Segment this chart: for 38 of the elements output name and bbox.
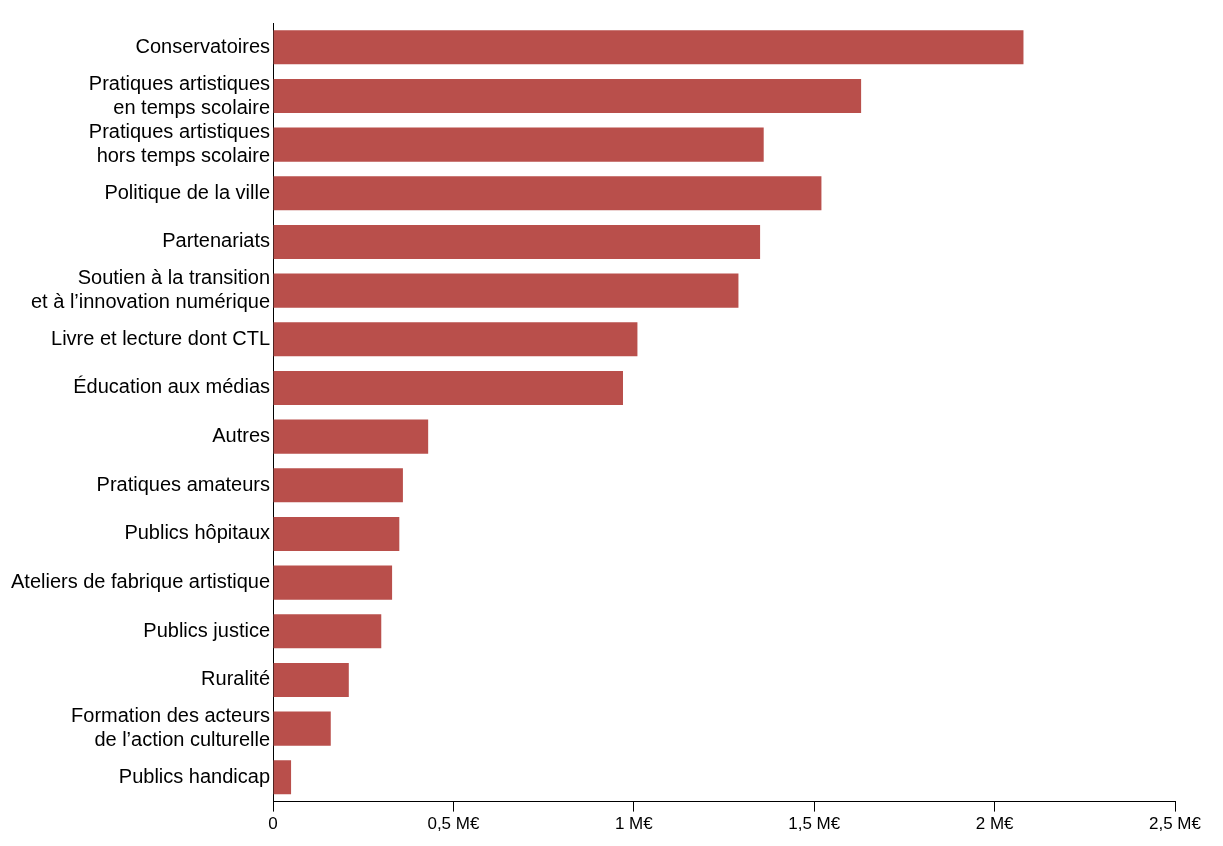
y-tick-label: Pratiques artistiques hors temps scolaire xyxy=(88,120,271,167)
y-tick-label: Partenariats xyxy=(162,229,271,252)
bar xyxy=(273,419,429,454)
y-tick-label: Politique de la ville xyxy=(104,180,271,203)
y-tick-label: Autres xyxy=(212,424,271,447)
bar xyxy=(273,30,1024,65)
y-tick-label: Soutien à la transition et à l’innovation numérique xyxy=(30,266,271,313)
bar xyxy=(273,273,739,308)
bar xyxy=(273,127,764,162)
bar xyxy=(273,370,623,405)
x-tick-label: 1,5 M€ xyxy=(788,814,841,834)
y-tick-label: Livre et lecture dont CTL xyxy=(51,326,271,349)
bar xyxy=(273,662,349,697)
bar xyxy=(273,176,822,211)
bar xyxy=(273,711,331,746)
bar xyxy=(273,516,400,551)
y-tick-label: Publics justice xyxy=(143,618,271,641)
y-tick-label: Formation des acteurs de l’action culturelle xyxy=(71,704,271,751)
x-tick-label: 1 M€ xyxy=(614,814,654,834)
y-tick-label: Éducation aux médias xyxy=(73,375,271,398)
y-tick-label: Conservatoires xyxy=(135,34,271,57)
bar xyxy=(273,322,638,357)
y-tick-label: Pratiques amateurs xyxy=(96,472,271,495)
y-tick-label: Ateliers de fabrique artistique xyxy=(10,570,271,593)
bar xyxy=(273,614,382,649)
bar xyxy=(273,78,862,114)
bar xyxy=(273,760,292,795)
y-tick-label: Pratiques artistiques en temps scolaire xyxy=(88,71,271,118)
y-tick-label: Publics handicap xyxy=(118,764,271,787)
bar xyxy=(273,565,393,600)
x-tick-label: 2,5 M€ xyxy=(1149,814,1202,834)
x-tick-label: 0,5 M€ xyxy=(427,814,480,834)
x-tick-label: 0 xyxy=(268,814,278,834)
x-tick-label: 2 M€ xyxy=(975,814,1015,834)
y-tick-label: Publics hôpitaux xyxy=(124,521,271,544)
y-tick-label: Ruralité xyxy=(201,667,271,690)
bar xyxy=(273,468,403,503)
bar xyxy=(273,224,761,260)
